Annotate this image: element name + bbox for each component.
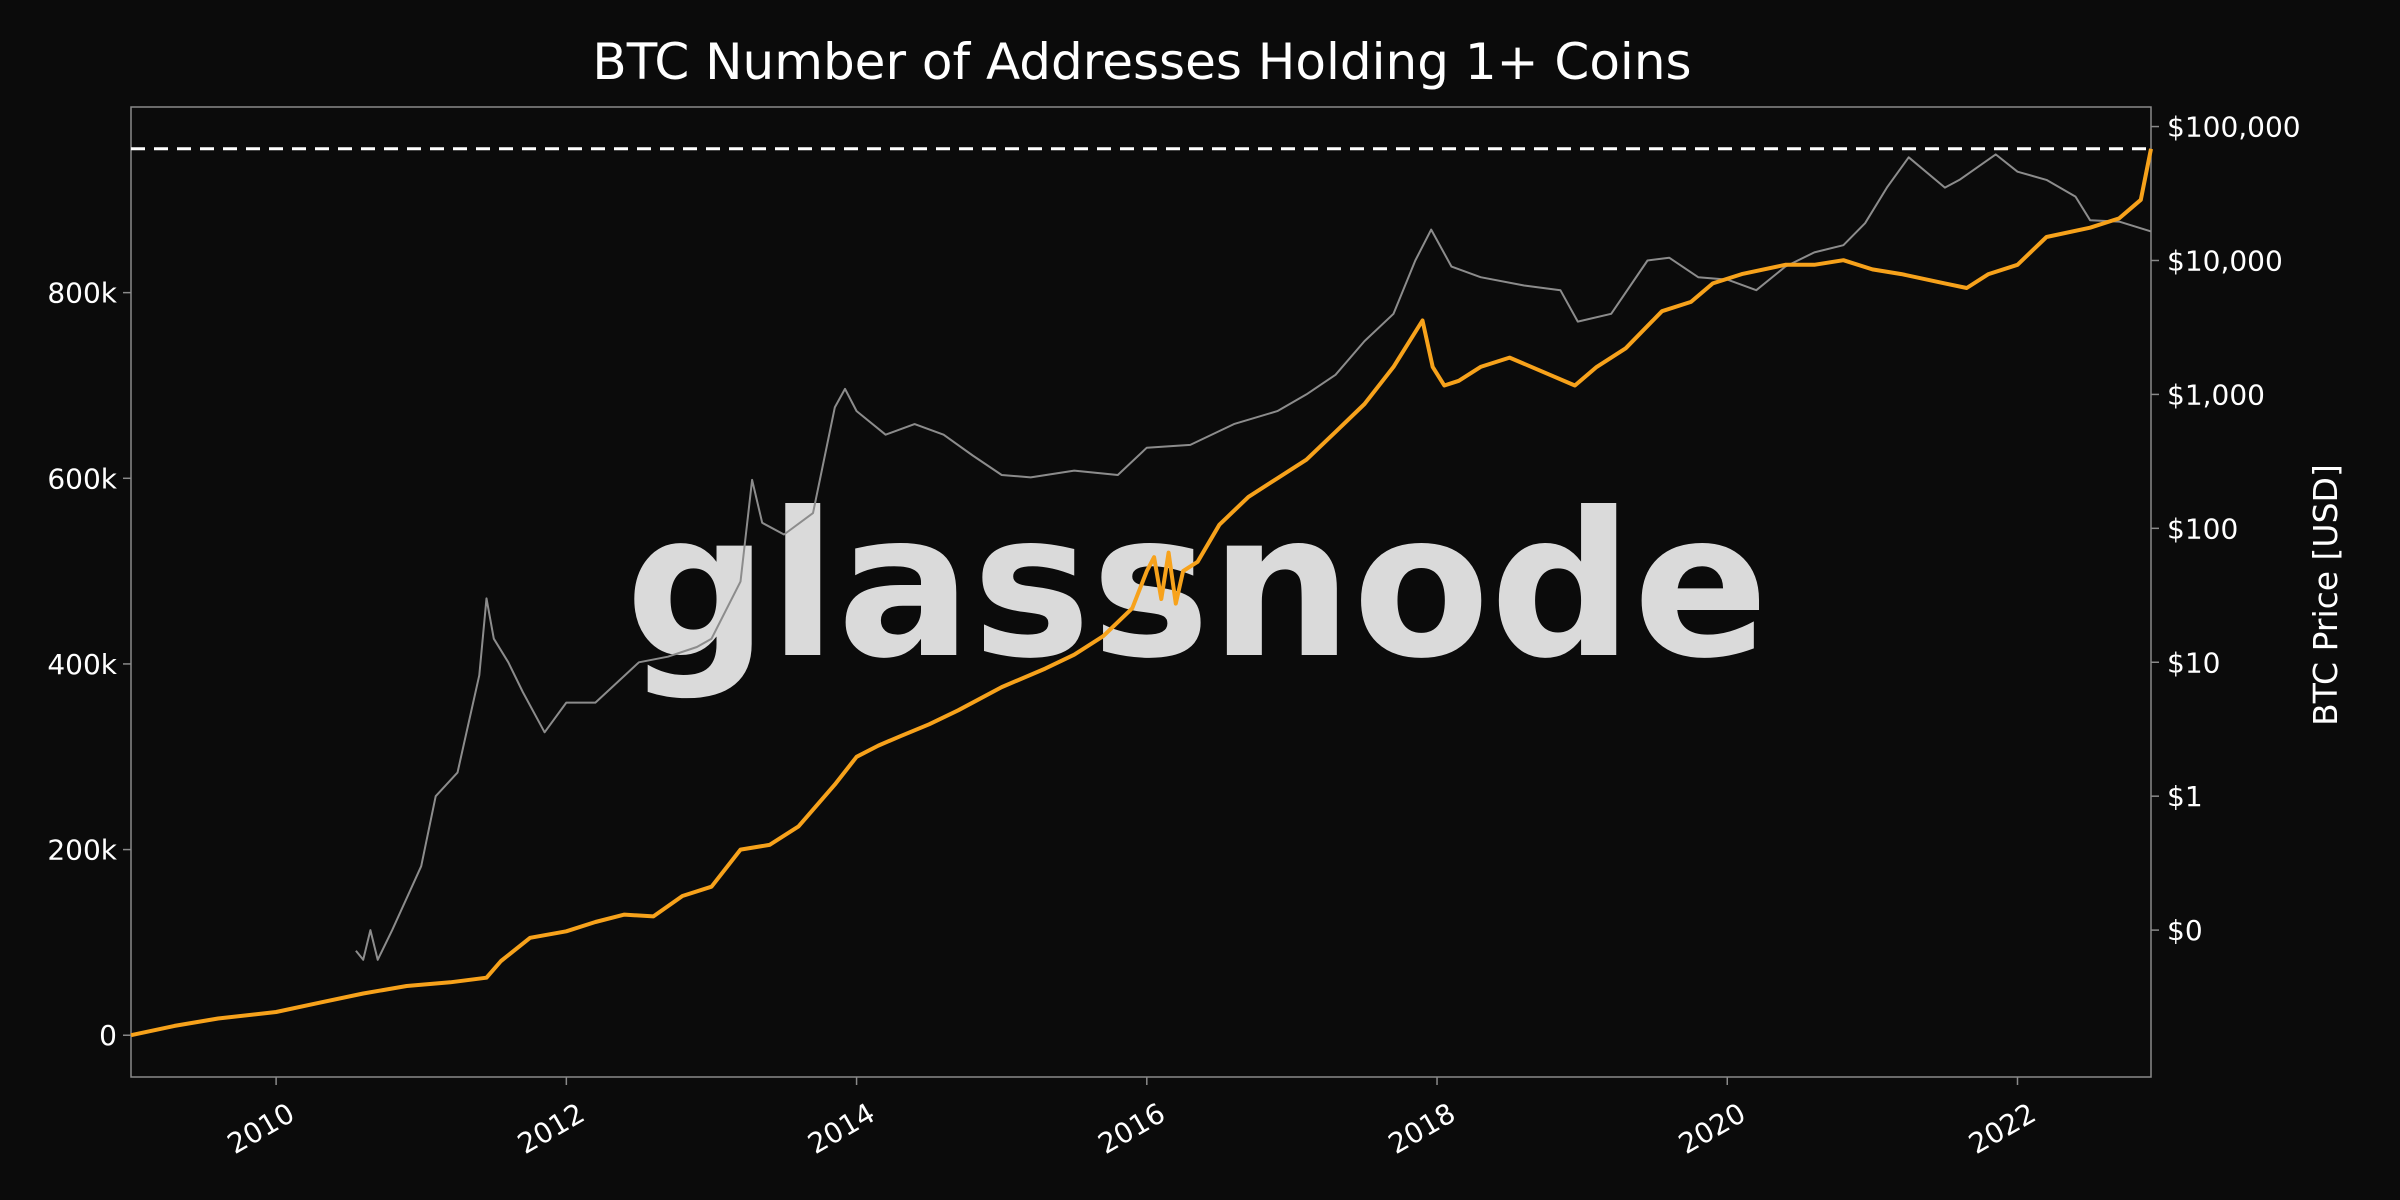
left-tick-label: 200k (47, 834, 117, 867)
left-axis: 0 200k 400k 600k 800k (47, 277, 131, 1052)
right-tick-label: $0 (2167, 914, 2203, 947)
right-tick-label: $10 (2167, 646, 2220, 679)
right-axis: $0 $1 $10 $100 $1,000 $10,000 $100,000 (2151, 111, 2301, 947)
left-tick-label: 800k (47, 277, 117, 310)
right-tick-label: $100,000 (2167, 111, 2301, 144)
left-tick-label: 600k (47, 462, 117, 495)
right-tick-label: $100 (2167, 512, 2238, 545)
plot-frame (130, 106, 2152, 1078)
right-axis-label: BTC Price [USD] (2306, 464, 2345, 726)
right-tick-label: $1,000 (2167, 378, 2265, 411)
plot-area: glassnode (130, 106, 2153, 1078)
glassnode-watermark: glassnode (625, 470, 1768, 703)
left-tick-label: 0 (99, 1019, 117, 1052)
left-tick-label: 400k (47, 648, 117, 681)
chart-title: BTC Number of Addresses Holding 1+ Coins (592, 33, 1691, 91)
btc-price-line (355, 153, 2152, 961)
right-tick-label: $10,000 (2167, 244, 2283, 277)
right-tick-label: $1 (2167, 780, 2203, 813)
